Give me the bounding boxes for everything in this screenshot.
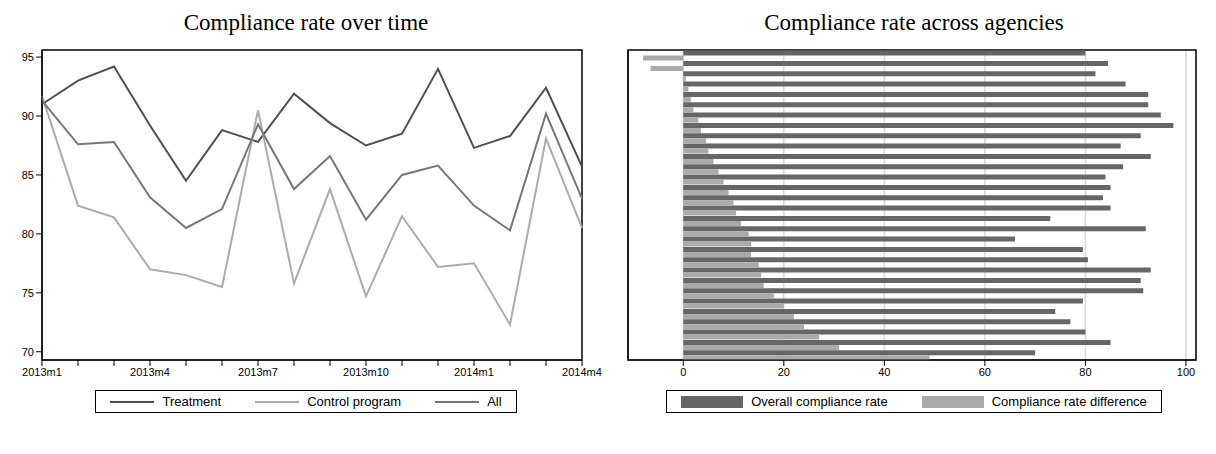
svg-text:75: 75 <box>22 287 34 299</box>
html-text:Compliance rate over time: Compliance rate over time <box>183 10 429 35</box>
svg-text:2013m1: 2013m1 <box>22 366 62 378</box>
svg-text:80: 80 <box>22 228 34 240</box>
svg-text:80: 80 <box>1079 366 1091 378</box>
svg-text:2013m7: 2013m7 <box>238 366 278 378</box>
svg-text:20: 20 <box>778 366 790 378</box>
svg-text:2013m10: 2013m10 <box>343 366 389 378</box>
svg-text:2014m4: 2014m4 <box>562 366 602 378</box>
svg-text:100: 100 <box>1177 366 1195 378</box>
html-text:Compliance rate difference: Compliance rate difference <box>991 394 1147 409</box>
svg-text:2013m4: 2013m4 <box>130 366 170 378</box>
html-text:Overall compliance rate: Overall compliance rate <box>751 394 888 409</box>
html-text:All: All <box>487 394 502 409</box>
svg-text:60: 60 <box>979 366 991 378</box>
svg-text:0: 0 <box>680 366 686 378</box>
html-text:Control program: Control program <box>307 394 402 409</box>
html-text:Compliance rate across agencie: Compliance rate across agencies <box>764 10 1064 35</box>
svg-text:2014m1: 2014m1 <box>454 366 494 378</box>
svg-text:40: 40 <box>878 366 890 378</box>
svg-text:90: 90 <box>22 110 34 122</box>
svg-text:70: 70 <box>22 346 34 358</box>
svg-text:95: 95 <box>22 51 34 63</box>
svg-text:85: 85 <box>22 169 34 181</box>
html-text:Treatment: Treatment <box>162 394 222 409</box>
